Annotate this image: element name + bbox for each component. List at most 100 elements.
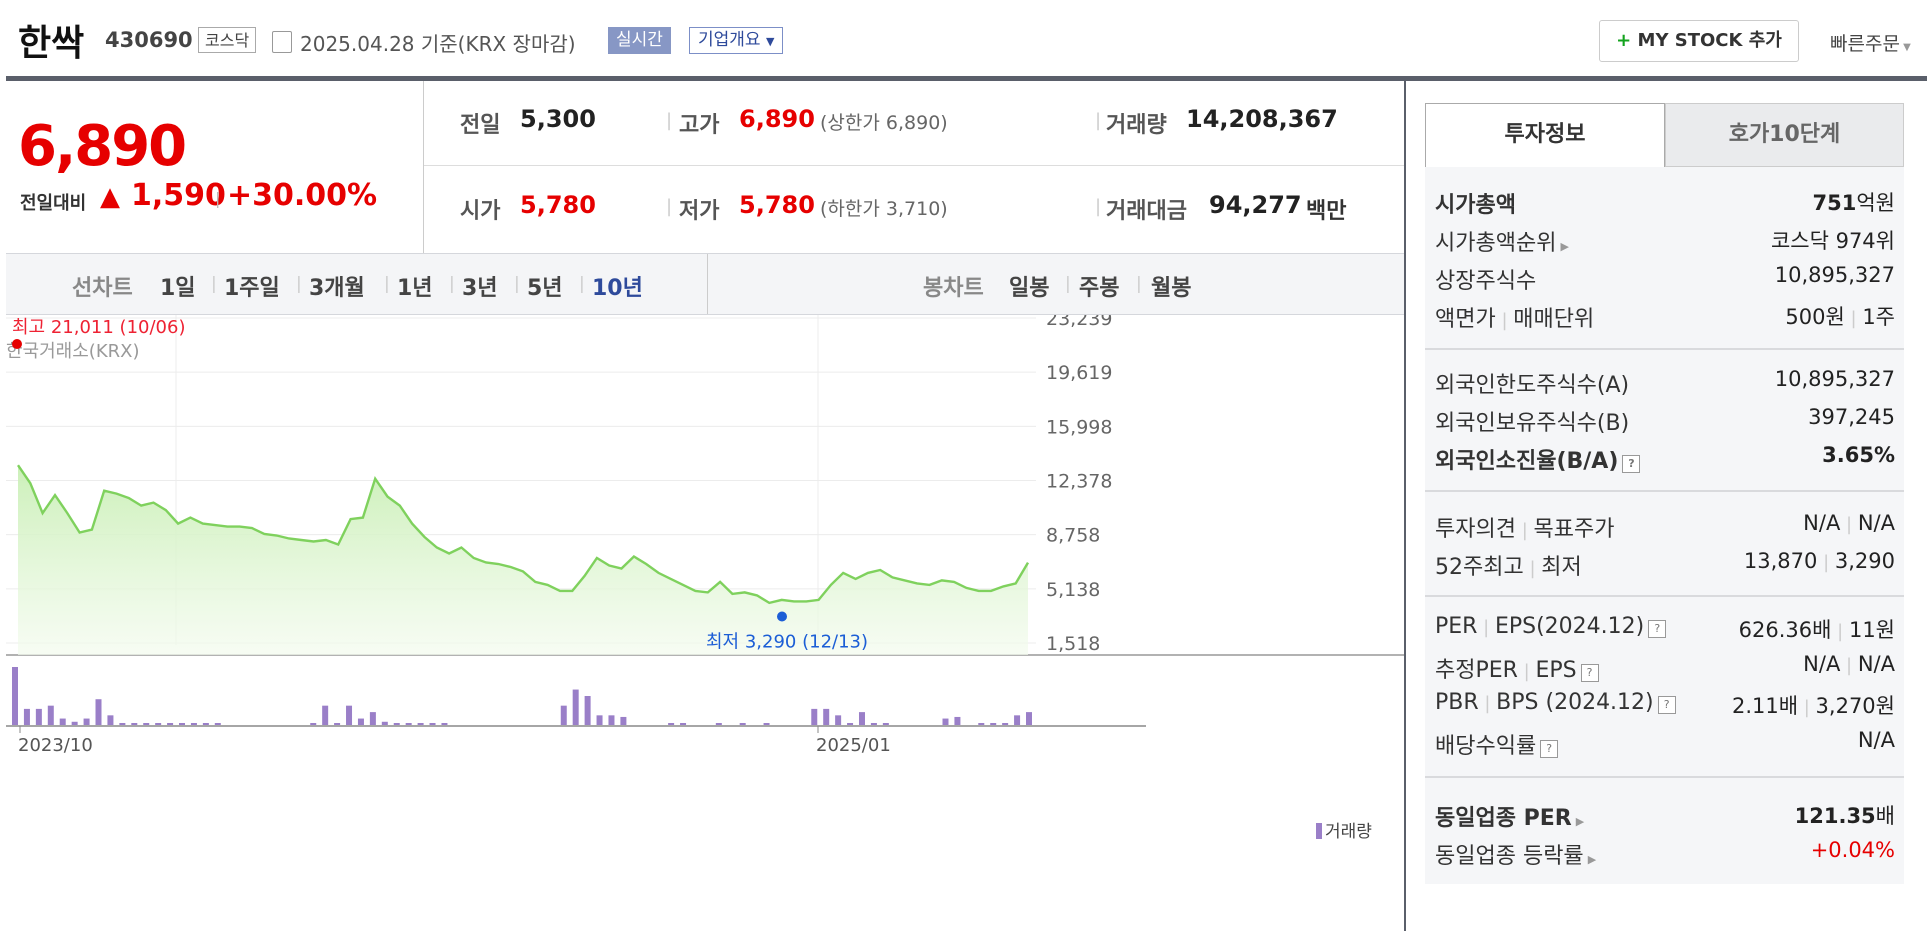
stock-code: 430690 — [105, 28, 193, 52]
help-icon[interactable]: ? — [1622, 455, 1641, 473]
week52-high-number: 13,870 — [1743, 549, 1818, 573]
foreign-ratio-row: 외국인소진율(B/A)? 3.65% — [1435, 439, 1895, 474]
volume-bar — [596, 715, 603, 725]
divider: | — [1065, 274, 1071, 294]
divider: | — [384, 274, 390, 294]
change-rate: +30.00% — [227, 178, 378, 213]
max-label: 최고 21,011 (10/06) — [12, 317, 185, 338]
foreign-hold-label: 외국인보유주식수(B) — [1435, 411, 1630, 436]
open-label: 시가 — [460, 199, 501, 224]
low-value: 5,780 — [739, 191, 815, 219]
realtime-button[interactable]: 실시간 — [608, 27, 671, 54]
period-1w[interactable]: 1주일 — [224, 276, 280, 301]
est-per-label: 추정PER | EPS? — [1435, 652, 1599, 684]
divider: | — [215, 189, 221, 208]
divider: | — [1840, 514, 1858, 535]
divider: | — [1840, 655, 1858, 676]
foreign-limit-row: 외국인한도주식수(A) 10,895,327 — [1435, 363, 1895, 398]
divider — [707, 254, 708, 314]
listed-shares-value: 10,895,327 — [1774, 263, 1895, 287]
candle-daily[interactable]: 일봉 — [1009, 276, 1050, 301]
volume-bar — [739, 723, 746, 725]
period-1d[interactable]: 1일 — [160, 276, 196, 301]
y-tick-label: 1,518 — [1046, 633, 1100, 655]
volume-bar — [882, 723, 889, 725]
period-5y[interactable]: 5년 — [527, 276, 563, 301]
add-mystock-button[interactable]: + MY STOCK 추가 — [1599, 20, 1799, 62]
divider: | — [1523, 558, 1542, 579]
volume-bar — [990, 723, 997, 725]
y-tick-label: 12,378 — [1046, 471, 1112, 493]
pbr-text: PBR — [1435, 690, 1479, 715]
amount-label: 거래대금 — [1106, 199, 1187, 224]
period-3m[interactable]: 3개월 — [309, 276, 365, 301]
help-icon[interactable]: ? — [1580, 664, 1599, 682]
divider: | — [1798, 697, 1816, 718]
period-1y[interactable]: 1년 — [397, 276, 433, 301]
est-per-row: 추정PER | EPS? N/A | N/A — [1435, 648, 1895, 684]
volume-bar — [95, 699, 102, 725]
divider — [1425, 776, 1904, 778]
volume-bar — [131, 723, 138, 725]
opinion-text: 투자의견 — [1435, 517, 1516, 542]
help-icon[interactable]: ? — [1648, 620, 1667, 638]
price-area — [18, 465, 1028, 655]
divider: | — [1517, 661, 1536, 682]
y-tick-label: 5,138 — [1046, 579, 1100, 601]
period-10y[interactable]: 10년 — [592, 276, 643, 301]
volume-bar — [978, 723, 985, 725]
eps-number: 11원 — [1848, 618, 1895, 642]
volume-bar — [143, 723, 150, 725]
chevron-right-icon: ▶ — [1575, 815, 1585, 828]
volume-bar — [715, 723, 722, 725]
sector-per-label[interactable]: 동일업종 PER ▶ — [1435, 800, 1584, 832]
help-icon[interactable]: ? — [1657, 696, 1676, 714]
divider — [1425, 490, 1904, 492]
header-divider — [6, 76, 1927, 81]
sector-per-value: 121.35배 — [1795, 800, 1895, 830]
sector-change-label[interactable]: 동일업종 등락률 ▶ — [1435, 838, 1596, 870]
bps-number: 3,270원 — [1815, 694, 1895, 718]
company-overview-dropdown[interactable]: 기업개요 ▼ — [689, 27, 784, 54]
quick-order-dropdown[interactable]: 빠른주문 ▼ — [1830, 29, 1911, 56]
divider: | — [579, 274, 585, 294]
period-3y[interactable]: 3년 — [462, 276, 498, 301]
foreign-hold-row: 외국인보유주식수(B) 397,245 — [1435, 401, 1895, 436]
listed-shares-row: 상장주식수 10,895,327 — [1435, 259, 1895, 294]
invest-info-panel: 투자정보 호가10단계 시가총액 751억원 시가총액순위 ▶ 코스닥 974위 … — [1425, 103, 1904, 884]
market-cap-rank-label[interactable]: 시가총액순위 ▶ — [1435, 225, 1569, 257]
opinion-label: 투자의견 | 목표주가 — [1435, 511, 1614, 543]
sector-per-row: 동일업종 PER ▶ 121.35배 — [1435, 796, 1895, 832]
volume-bar — [393, 723, 400, 725]
divider: | — [666, 110, 673, 131]
candle-monthly[interactable]: 월봉 — [1151, 276, 1192, 301]
volume-bar — [942, 718, 949, 725]
tab-order-book[interactable]: 호가10단계 — [1665, 103, 1904, 167]
market-cap-rank-row: 시가총액순위 ▶ 코스닥 974위 — [1435, 221, 1895, 257]
volume-bar — [1002, 723, 1009, 725]
candle-weekly[interactable]: 주봉 — [1079, 276, 1120, 301]
volume-bar — [107, 715, 114, 725]
volume-label: 거래량 — [1106, 113, 1167, 138]
week52-high-text: 52주최고 — [1435, 555, 1524, 580]
volume-bar — [334, 723, 341, 725]
quick-order-label: 빠른주문 — [1830, 33, 1900, 55]
upper-limit: (상한가 6,890) — [820, 112, 948, 134]
help-icon[interactable]: ? — [1540, 740, 1559, 758]
sector-per-number: 121.35 — [1794, 804, 1876, 828]
volume-bar — [35, 708, 42, 725]
trade-unit-number: 1주 — [1862, 305, 1895, 329]
volume-bar — [429, 723, 436, 725]
market-cap-row: 시가총액 751억원 — [1435, 183, 1895, 218]
face-value-number: 500원 — [1785, 305, 1845, 329]
market-cap-rank-text: 시가총액순위 — [1435, 231, 1557, 256]
face-value-text: 액면가 — [1435, 307, 1496, 332]
opinion-value: N/A | N/A — [1803, 511, 1895, 535]
face-value-value: 500원 | 1주 — [1785, 301, 1895, 331]
volume-bar — [59, 718, 66, 725]
tab-invest-info[interactable]: 투자정보 — [1425, 103, 1665, 167]
week52-label: 52주최고 | 최저 — [1435, 549, 1582, 581]
dividend-value: N/A — [1857, 728, 1895, 752]
volume-bar — [346, 705, 353, 725]
volume-legend-label: 거래량 — [1325, 822, 1372, 842]
